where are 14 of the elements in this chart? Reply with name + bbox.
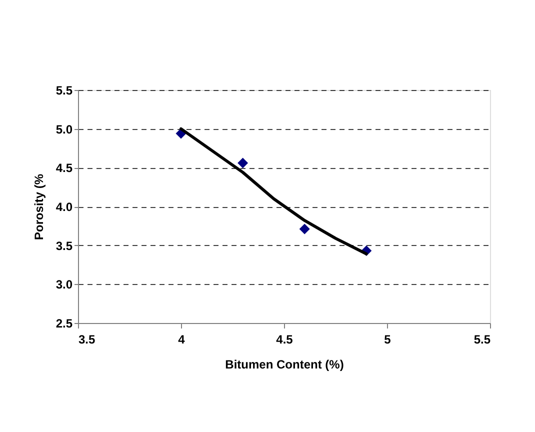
x-tick-label: 4	[178, 332, 186, 346]
y-tick-label: 4.0	[56, 200, 73, 214]
x-tick-label: 5.5	[474, 332, 491, 346]
x-tick-label: 4.5	[276, 332, 294, 346]
y-tick-label: 4.5	[56, 161, 73, 176]
x-tick-label: 3.5	[78, 332, 96, 346]
y-axis-title: Porosity (%	[32, 174, 46, 240]
y-tick-label: 5.5	[56, 84, 73, 98]
x-axis-title: Bitumen Content (%)	[225, 358, 344, 372]
y-tick-label: 3.5	[56, 238, 73, 253]
x-tick-label: 5	[384, 332, 392, 346]
y-tick-label: 3.0	[56, 278, 73, 292]
y-tick-label: 2.5	[56, 316, 73, 330]
y-tick-label: 5.0	[56, 122, 73, 136]
